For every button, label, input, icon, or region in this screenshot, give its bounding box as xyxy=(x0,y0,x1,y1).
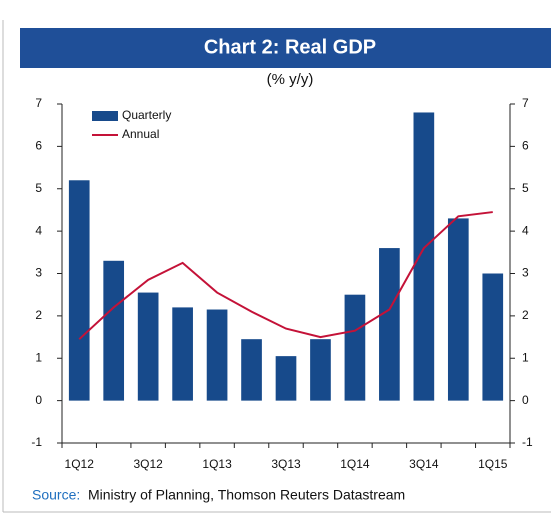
bar xyxy=(172,307,193,401)
bar xyxy=(137,292,159,401)
y2-tick-label: 2 xyxy=(522,308,529,322)
x-tick-label: 3Q12 xyxy=(133,457,163,471)
bar xyxy=(413,112,435,401)
y-tick-label: 1 xyxy=(35,350,42,364)
y-tick-label: 6 xyxy=(35,139,42,153)
y-tick-label: 7 xyxy=(35,96,42,110)
y-tick-label: -1 xyxy=(31,435,42,449)
x-tick-label: 1Q13 xyxy=(202,457,232,471)
source-label: Source: xyxy=(32,487,80,503)
line xyxy=(78,211,493,340)
y-tick-label: 2 xyxy=(35,308,42,322)
y-tick-label: 0 xyxy=(35,393,42,407)
y2-tick-label: 4 xyxy=(522,223,529,237)
y-tick-label: 3 xyxy=(35,266,42,280)
bar xyxy=(241,339,262,401)
bar xyxy=(344,294,366,401)
y-tick-label: 5 xyxy=(35,181,42,195)
x-tick-label: 1Q15 xyxy=(478,457,508,471)
bar xyxy=(379,248,400,401)
bar xyxy=(206,309,228,401)
bar xyxy=(68,180,90,401)
y2-tick-label: 6 xyxy=(522,139,529,153)
x-tick-label: 1Q12 xyxy=(65,457,95,471)
bar xyxy=(103,260,125,401)
bar xyxy=(275,356,297,401)
y2-tick-label: 5 xyxy=(522,181,529,195)
chart-title: Chart 2: Real GDP xyxy=(204,36,376,58)
legend-label: Quarterly xyxy=(122,108,171,122)
bar xyxy=(482,273,504,401)
y2-tick-label: 1 xyxy=(522,350,529,364)
y2-tick-label: 7 xyxy=(522,96,529,110)
chart-subtitle: (% y/y) xyxy=(267,71,314,88)
y-tick-label: 4 xyxy=(35,223,42,237)
title-bar xyxy=(20,28,551,68)
y2-tick-label: -1 xyxy=(522,435,533,449)
x-tick-label: 3Q14 xyxy=(409,457,439,471)
x-tick-label: 1Q14 xyxy=(340,457,370,471)
legend-label: Annual xyxy=(122,127,159,141)
legend-swatch xyxy=(92,111,118,121)
source: Ministry of Planning, Thomson Reuters Da… xyxy=(88,487,405,503)
y2-tick-label: 0 xyxy=(522,393,529,407)
x-tick-label: 3Q13 xyxy=(271,457,301,471)
bar xyxy=(447,218,469,401)
bar xyxy=(310,339,331,401)
y2-tick-label: 3 xyxy=(522,266,529,280)
